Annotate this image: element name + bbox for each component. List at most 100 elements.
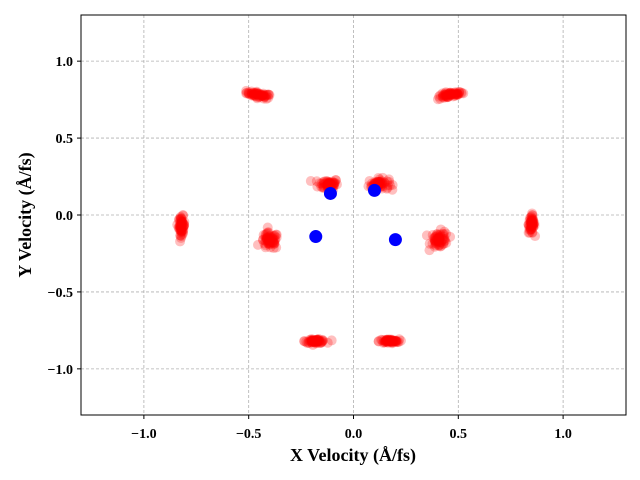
red-data-point <box>175 220 186 231</box>
red-data-point <box>328 177 339 188</box>
red-data-point <box>263 237 274 248</box>
red-data-point <box>260 240 271 251</box>
red-data-point <box>432 233 443 244</box>
red-data-point <box>177 229 188 240</box>
red-data-point <box>308 335 319 346</box>
red-data-point <box>451 87 462 98</box>
red-data-point <box>526 218 537 229</box>
red-data-point <box>386 336 397 347</box>
red-data-point <box>445 87 456 98</box>
red-data-point <box>432 94 443 105</box>
red-data-point <box>390 335 401 346</box>
red-data-point <box>374 176 385 187</box>
red-data-point <box>383 174 394 185</box>
red-data-point <box>323 177 334 188</box>
red-data-point <box>251 87 262 98</box>
red-data-point <box>433 236 444 247</box>
red-data-point <box>307 335 318 346</box>
red-data-point <box>259 91 270 102</box>
red-data-point <box>375 177 386 188</box>
red-data-point <box>247 88 258 99</box>
red-data-point <box>175 218 186 229</box>
red-data-point <box>325 179 336 190</box>
red-data-point <box>174 222 185 233</box>
red-point-clusters <box>172 85 541 350</box>
red-data-point <box>306 337 317 348</box>
grid <box>81 15 626 415</box>
red-data-point <box>312 336 323 347</box>
red-data-point <box>307 335 318 346</box>
red-data-point <box>390 335 401 346</box>
red-data-point <box>390 336 401 347</box>
red-data-point <box>526 219 537 230</box>
red-data-point <box>177 210 188 221</box>
red-data-point <box>299 336 310 347</box>
red-data-point <box>319 176 330 187</box>
red-data-point <box>529 220 540 231</box>
red-data-point <box>326 335 337 346</box>
red-data-point <box>269 230 280 241</box>
red-data-point <box>386 334 397 345</box>
red-data-point <box>176 214 187 225</box>
red-data-point <box>387 184 398 195</box>
red-data-point <box>266 236 277 247</box>
red-data-point <box>173 222 184 233</box>
red-data-point <box>310 337 321 348</box>
red-data-point <box>261 235 272 246</box>
red-data-point <box>436 240 447 251</box>
red-data-point <box>176 227 187 238</box>
red-data-point <box>264 234 275 245</box>
red-data-point <box>382 334 393 345</box>
red-data-point <box>311 336 322 347</box>
red-data-point <box>306 337 317 348</box>
red-data-point <box>311 334 322 345</box>
red-data-point <box>391 336 402 347</box>
red-data-point <box>446 88 457 99</box>
red-data-point <box>434 237 445 248</box>
red-data-point <box>456 88 467 99</box>
red-data-point <box>392 337 403 348</box>
red-data-point <box>387 180 398 190</box>
red-data-point <box>440 235 451 246</box>
red-data-point <box>258 89 269 100</box>
red-data-point <box>445 90 456 101</box>
red-data-point <box>310 335 321 346</box>
red-data-point <box>177 222 188 233</box>
red-data-point <box>322 337 333 348</box>
red-data-point <box>317 334 328 345</box>
red-data-point <box>440 88 451 99</box>
red-data-point <box>434 233 445 244</box>
red-data-point <box>433 236 444 247</box>
red-data-point <box>324 178 335 189</box>
red-data-point <box>384 335 395 346</box>
red-data-point <box>178 221 189 232</box>
red-data-point <box>249 87 260 98</box>
red-data-point <box>430 232 441 243</box>
red-data-point <box>312 334 323 345</box>
red-data-point <box>260 236 271 247</box>
red-data-point <box>262 227 273 238</box>
red-data-point <box>317 336 328 347</box>
red-data-point <box>384 335 395 346</box>
red-data-point <box>377 335 388 346</box>
red-data-point <box>262 235 273 246</box>
red-data-point <box>530 231 541 242</box>
red-data-point <box>177 217 188 228</box>
red-data-point <box>525 224 536 235</box>
red-data-point <box>380 336 391 347</box>
red-data-point <box>529 218 540 229</box>
red-data-point <box>249 89 260 100</box>
red-data-point <box>382 176 393 187</box>
red-data-point <box>248 89 259 100</box>
red-data-point <box>387 335 398 346</box>
red-data-point <box>525 224 536 235</box>
red-data-point <box>391 335 402 346</box>
red-data-point <box>329 177 340 188</box>
red-data-point <box>316 181 327 192</box>
red-data-point <box>526 221 537 232</box>
red-data-point <box>259 91 270 102</box>
red-data-point <box>435 237 446 248</box>
red-data-point <box>318 180 329 191</box>
red-data-point <box>314 336 325 347</box>
red-data-point <box>311 336 322 347</box>
